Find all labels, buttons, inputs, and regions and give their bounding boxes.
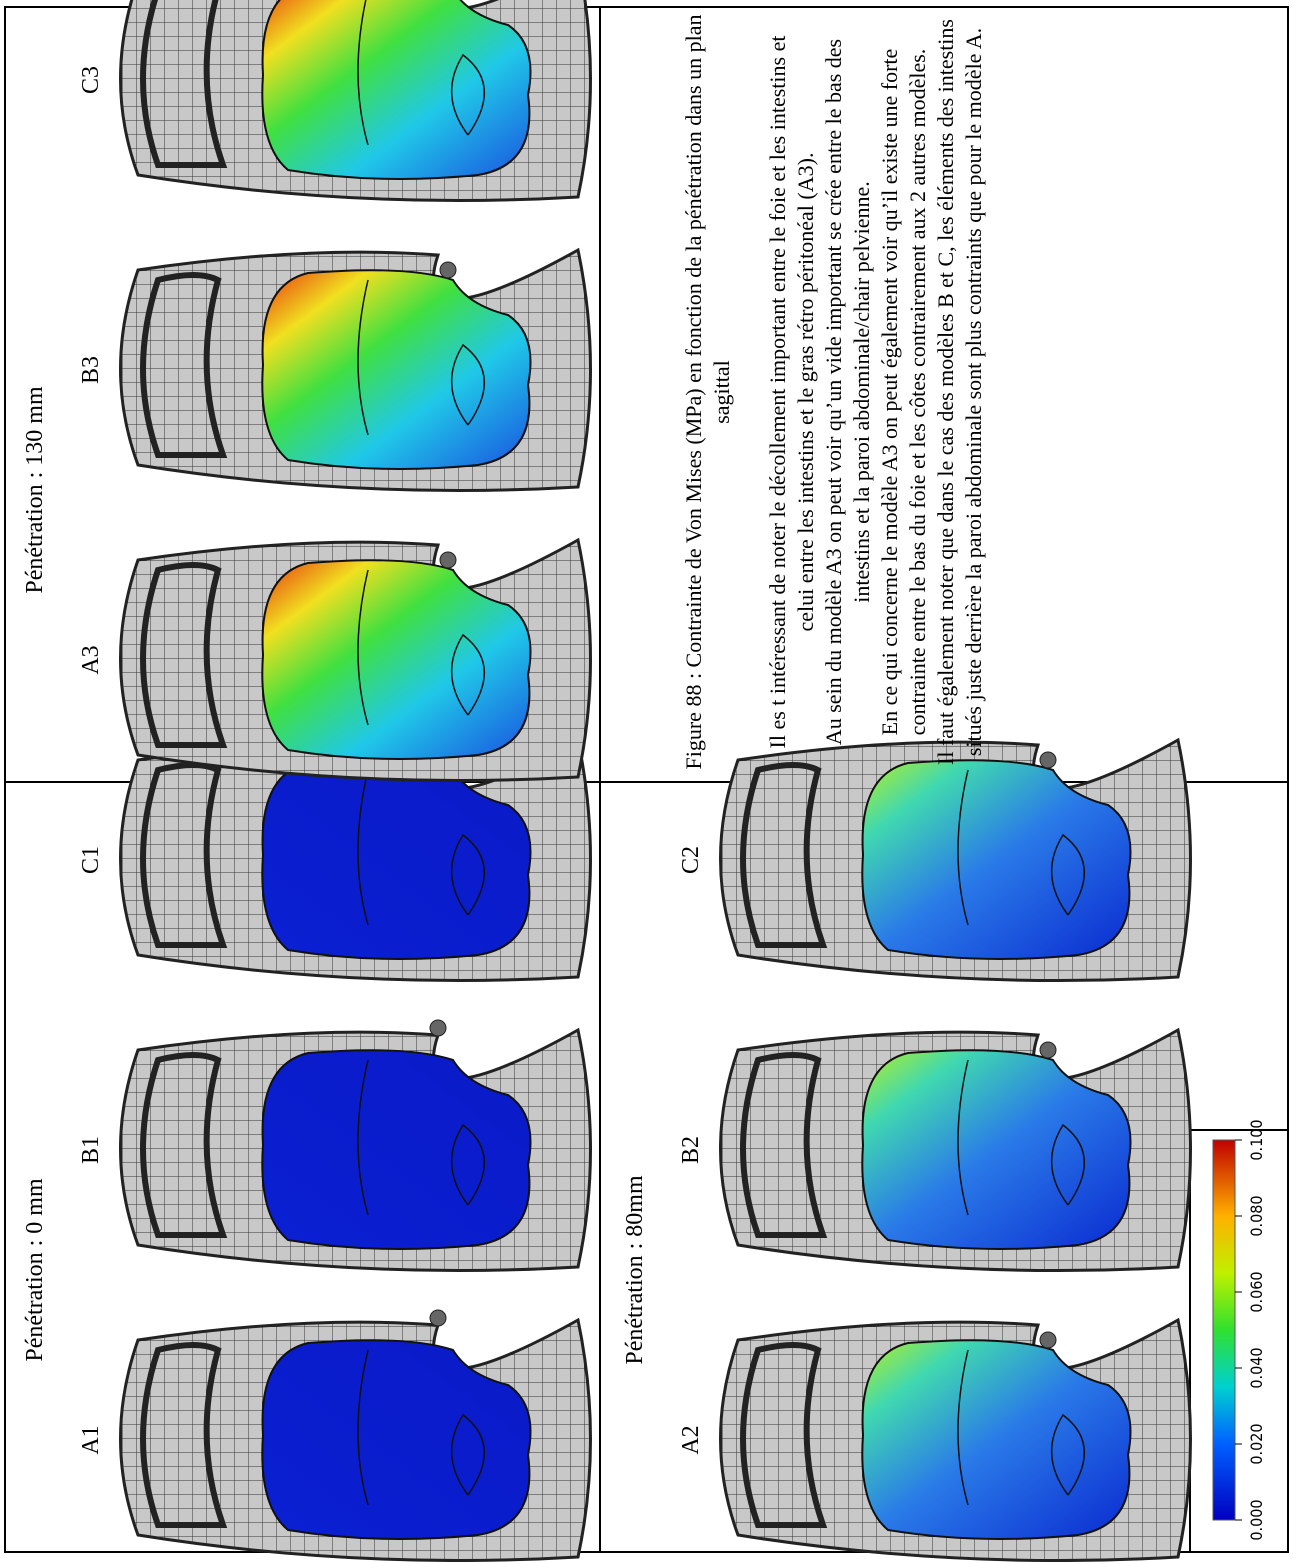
rib-band [140,0,228,168]
rib-band [140,1342,228,1528]
rib-band [740,762,828,948]
organ-outline [357,1349,486,1506]
outer-border [4,6,1289,1553]
model-label: C1 [78,846,104,874]
model-image [719,1027,1192,1273]
organ-outline [957,1059,1086,1216]
caption-paragraph: Au sein du modèle A3 on peut voir qu’un … [821,38,874,746]
colorbar-tick-label: 0.100 [1247,1119,1266,1160]
model-label: C3 [78,66,104,94]
indenter [1039,1331,1057,1349]
panel: Pénétration : 130 mm A3 B3 C3 [22,0,592,783]
model-image [719,1317,1192,1562]
colorbar-tick-label: 0.040 [1247,1347,1266,1388]
organ-outline [357,279,486,436]
model-label: B1 [78,1136,104,1164]
rib-band [140,762,228,948]
rib-band [140,272,228,458]
model-image [119,537,592,783]
rib-band [140,1052,228,1238]
indenter [429,1309,447,1327]
colorbar-tick-label: 0.000 [1247,1499,1266,1540]
rib-band [740,1052,828,1238]
model-image [119,0,592,203]
panel-label: Pénétration : 80mm [622,1175,648,1365]
panel: Pénétration : 80mm A2 B2 C2 [622,737,1192,1562]
indenter [429,1019,447,1037]
indenter [1039,1041,1057,1059]
panel-label: Pénétration : 130 mm [22,386,48,594]
organ-outline [357,1059,486,1216]
organ-outline [957,769,1086,926]
caption-title: Figure 88 : Contrainte de Von Mises (MPa… [681,14,734,770]
indenter [439,261,457,279]
indenter [439,551,457,569]
organ-outline [357,0,486,146]
colorbar-tick-label: 0.060 [1247,1271,1266,1312]
rib-band [140,562,228,748]
model-image [119,1019,592,1273]
organ-outline [357,569,486,726]
caption: Figure 88 : Contrainte de Von Mises (MPa… [612,12,1282,772]
model-label: C2 [678,846,704,874]
organ-outline [957,1349,1086,1506]
model-image [119,729,592,983]
indenter [1039,751,1057,769]
organ [261,0,532,180]
model-image [719,737,1192,983]
model-image [119,1309,592,1562]
caption-paragraph: Il es t intéressant de noter le décollem… [765,35,818,749]
model-label: B2 [678,1136,704,1164]
model-label: A1 [78,1425,104,1454]
model-label: B3 [78,356,104,384]
panel: Pénétration : 0 mm A1 B1 C1 [22,729,592,1562]
model-label: A3 [78,645,104,674]
model-label: A2 [678,1425,704,1454]
rib-band [740,1342,828,1528]
colorbar-tick-label: 0.020 [1247,1423,1266,1464]
organ-outline [357,769,486,926]
colorbar: 0.000 0.020 0.040 0.060 0.080 0.100 [1212,1119,1266,1541]
model-image [119,247,592,493]
caption-paragraph: En ce qui concerne le modèle A3 on peut … [877,48,930,736]
caption-paragraph: Il faut également noter que dans le cas … [933,19,986,765]
panel-label: Pénétration : 0 mm [22,1178,48,1362]
colorbar-gradient [1212,1139,1236,1521]
colorbar-tick-label: 0.080 [1247,1195,1266,1236]
